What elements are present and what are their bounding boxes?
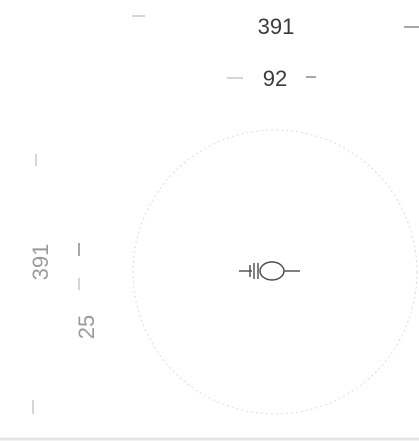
inner-width-dimension: 92 xyxy=(227,66,316,91)
overall-height-label: 391 xyxy=(28,244,53,281)
overall-width-label: 391 xyxy=(258,14,295,39)
outline-circle xyxy=(132,129,418,415)
inner-height-label: 25 xyxy=(74,315,99,339)
inner-height-dimension: 25 xyxy=(74,243,99,339)
component-body xyxy=(259,261,285,281)
overall-height-dimension: 391 xyxy=(28,154,53,414)
overall-width-dimension: 391 xyxy=(132,14,419,39)
inner-width-label: 92 xyxy=(263,66,287,91)
component-symbol xyxy=(239,261,300,281)
